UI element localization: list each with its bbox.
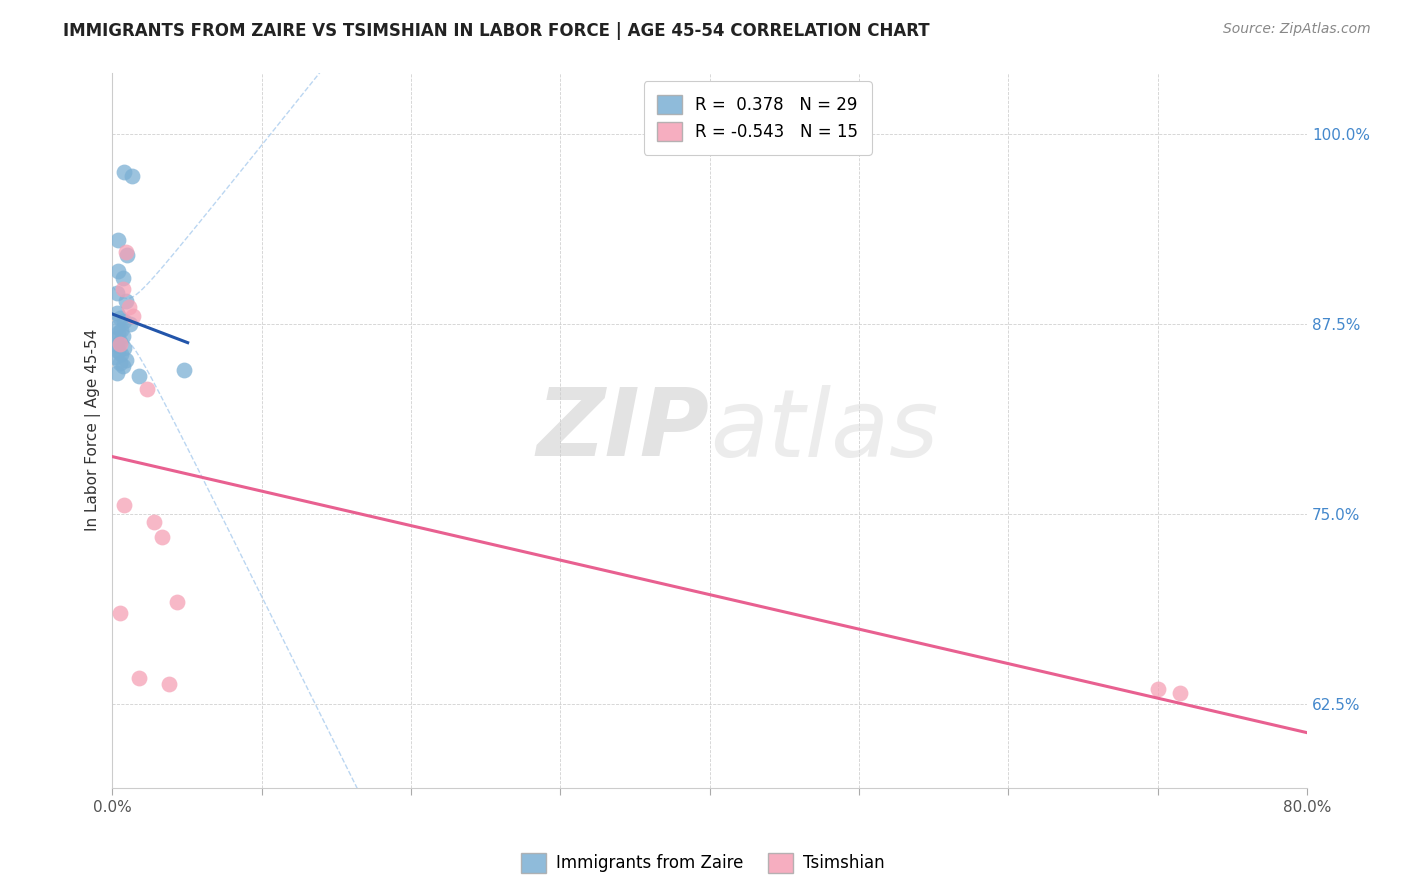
Point [105, 366, 128, 380]
Text: Source: ZipAtlas.com: Source: ZipAtlas.com [1223, 22, 1371, 37]
Point [128, 671, 150, 685]
Point [108, 336, 131, 351]
Point [107, 326, 129, 340]
Point [121, 169, 143, 184]
Point [112, 498, 135, 512]
Point [110, 347, 132, 361]
Point [111, 282, 134, 296]
Point [104, 351, 127, 365]
Point [111, 329, 134, 343]
Text: atlas: atlas [710, 384, 938, 475]
Point [112, 314, 135, 328]
Point [108, 606, 131, 620]
Text: ZIP: ZIP [537, 384, 710, 476]
Legend: Immigrants from Zaire, Tsimshian: Immigrants from Zaire, Tsimshian [515, 847, 891, 880]
Point [122, 310, 145, 324]
Point [115, 353, 138, 368]
Point [1146, 681, 1168, 696]
Point [108, 310, 131, 325]
Point [173, 362, 195, 376]
Point [166, 595, 188, 609]
Point [112, 341, 135, 355]
Point [115, 245, 138, 260]
Point [105, 286, 128, 301]
Point [107, 233, 129, 247]
Point [128, 368, 150, 383]
Point [150, 530, 173, 544]
Point [107, 263, 129, 277]
Point [120, 317, 142, 331]
Point [112, 165, 135, 179]
Point [108, 356, 131, 370]
Text: IMMIGRANTS FROM ZAIRE VS TSIMSHIAN IN LABOR FORCE | AGE 45-54 CORRELATION CHART: IMMIGRANTS FROM ZAIRE VS TSIMSHIAN IN LA… [63, 22, 929, 40]
Point [157, 677, 180, 691]
Y-axis label: In Labor Force | Age 45-54: In Labor Force | Age 45-54 [86, 329, 101, 532]
Point [115, 294, 138, 309]
Point [105, 306, 128, 320]
Point [105, 320, 128, 334]
Point [107, 344, 129, 359]
Legend: R =  0.378   N = 29, R = -0.543   N = 15: R = 0.378 N = 29, R = -0.543 N = 15 [644, 81, 872, 155]
Point [135, 382, 157, 396]
Point [1168, 686, 1191, 700]
Point [111, 271, 134, 285]
Point [111, 359, 134, 374]
Point [108, 335, 131, 350]
Point [143, 515, 166, 529]
Point [118, 300, 141, 314]
Point [110, 323, 132, 337]
Point [105, 338, 128, 352]
Point [117, 248, 139, 262]
Point [104, 332, 127, 346]
